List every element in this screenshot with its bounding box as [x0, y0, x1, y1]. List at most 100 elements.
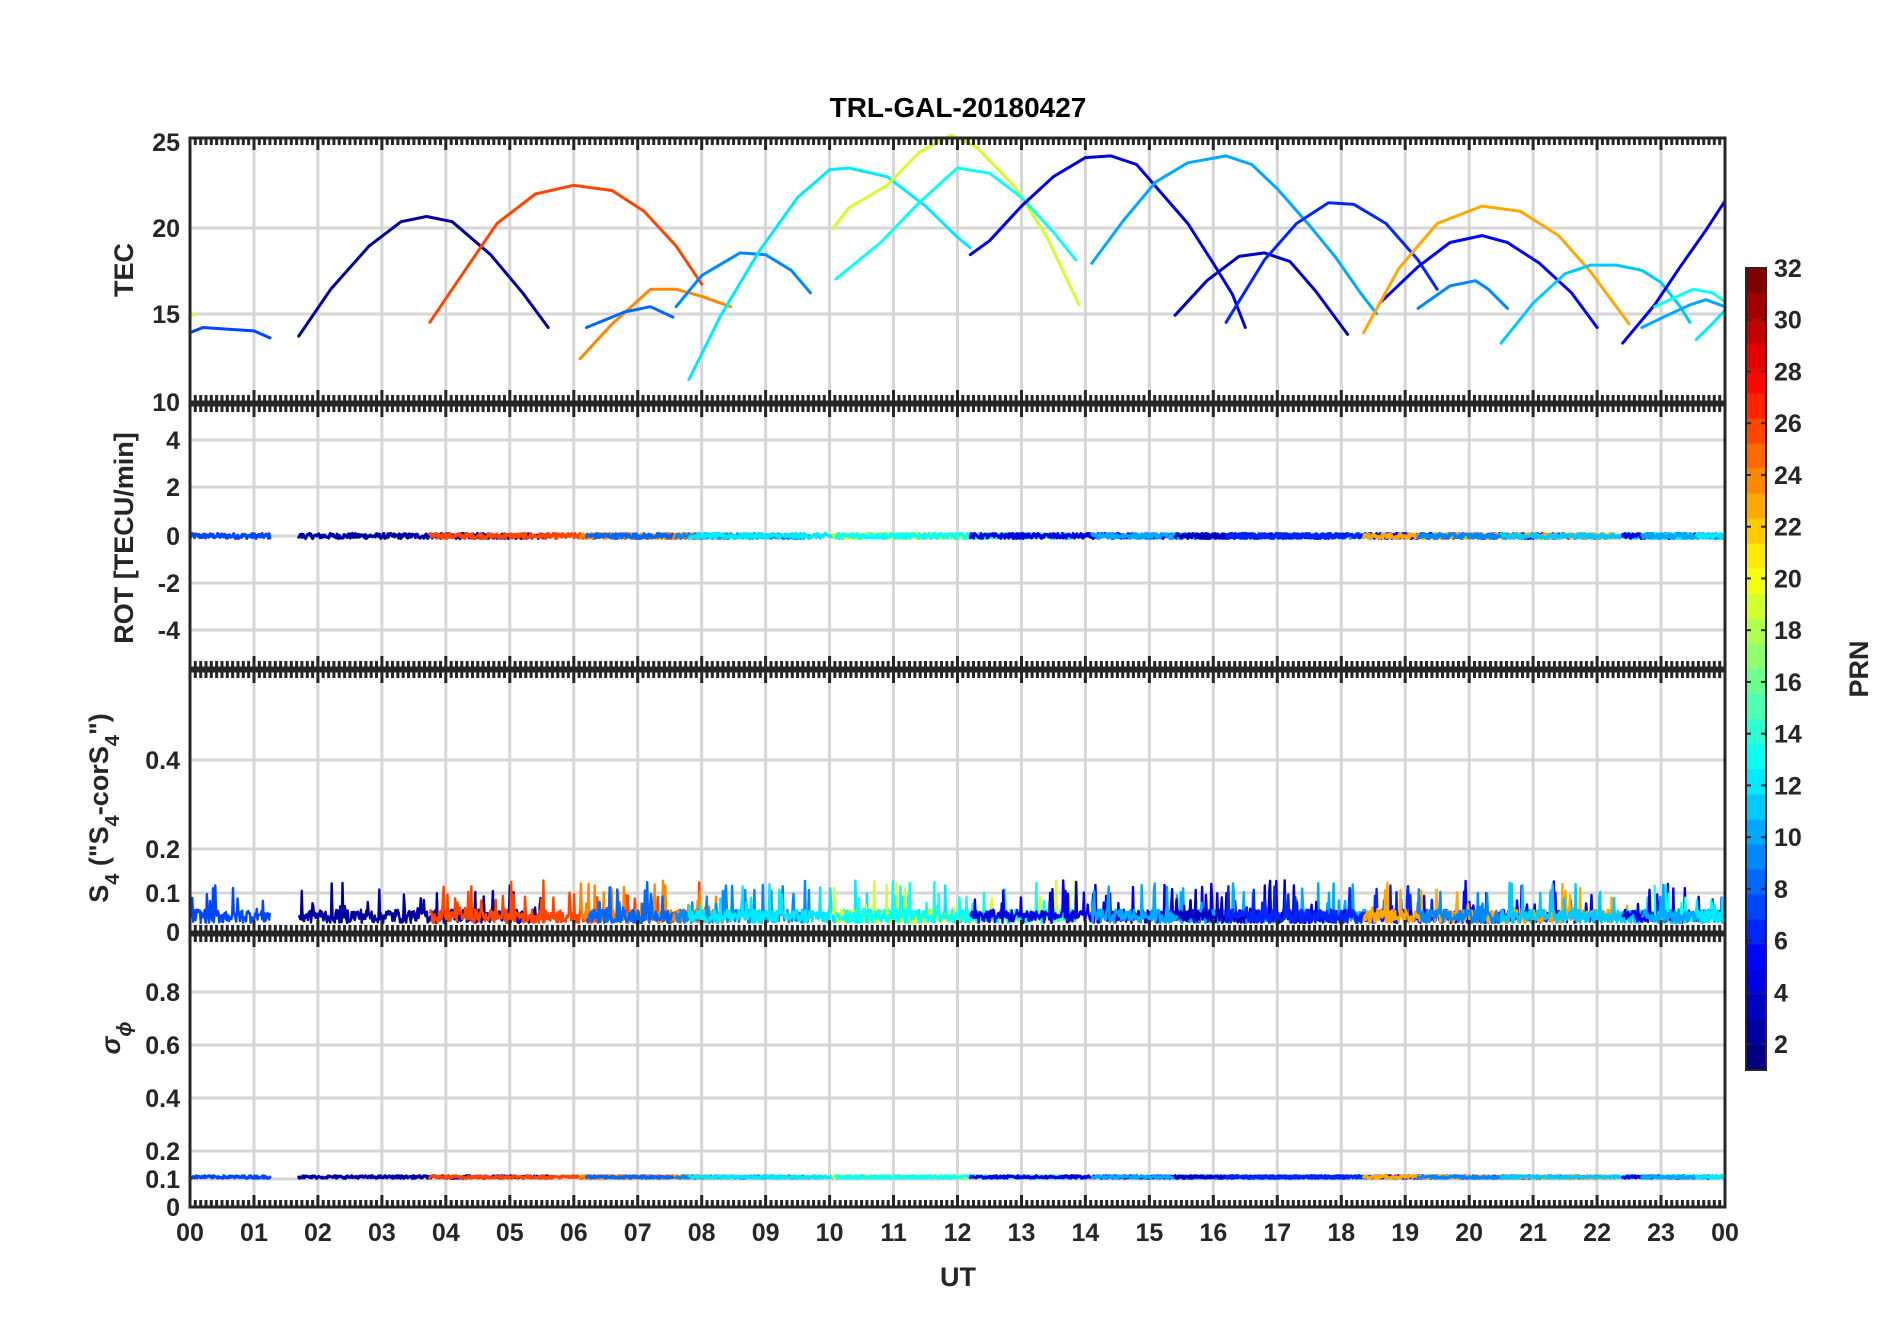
- colorbar-tick-label: 12: [1774, 772, 1802, 800]
- y-tick-label: -4: [158, 617, 180, 645]
- x-tick-label: 22: [1583, 1219, 1611, 1247]
- panel-sigma: 00.10.2 0.4 0.6 0.8 σϕ: [96, 933, 1727, 1222]
- y-tick-label: 0.2: [145, 1138, 180, 1166]
- panel-tec: 10 15 20 25 TEC: [109, 129, 1727, 417]
- series-line-prn-8: [585, 305, 675, 329]
- x-tick-label: 11: [880, 1219, 907, 1247]
- series-line-prn-9: [1416, 279, 1509, 310]
- series-s4-prn-9: [1416, 888, 1509, 925]
- series-s4-prn-12: [1695, 896, 1726, 925]
- colorbar-tick-label: 30: [1774, 307, 1802, 335]
- x-tick-label: 12: [944, 1219, 972, 1247]
- colorbar-frame: [1745, 267, 1767, 1071]
- y-tick-label: 0.4: [145, 747, 180, 775]
- series-line-prn-10: [1090, 154, 1378, 316]
- series-line-prn-13: [1653, 287, 1727, 309]
- x-tick-label: 01: [240, 1219, 268, 1247]
- x-tick-label: 07: [624, 1219, 652, 1247]
- colorbar-tick-label: 28: [1774, 358, 1802, 386]
- y-tick-label: 0: [166, 1194, 180, 1222]
- x-tick-label: 13: [1008, 1219, 1036, 1247]
- series-sigma-prn-12: [1694, 1174, 1727, 1180]
- colorbar-label: PRN: [1844, 640, 1874, 697]
- y-tick-label: 0.6: [145, 1032, 180, 1060]
- panel-rot: -4 -2 0 2 4 ROT [TECU/min]: [109, 403, 1727, 670]
- colorbar-gradient: [1746, 268, 1766, 1070]
- series-line-prn-26: [428, 183, 704, 324]
- x-tick-label: 17: [1263, 1219, 1291, 1247]
- colorbar-tick-label: 32: [1774, 255, 1802, 283]
- colorbar-tick-label: 26: [1774, 410, 1802, 438]
- panel-sigma-ticks: [188, 935, 1727, 1207]
- series-line-prn-24: [578, 287, 732, 361]
- panel-tec-ticks: [188, 138, 1727, 402]
- y-tick-label: 0.1: [145, 880, 180, 908]
- x-tick-label: 08: [688, 1219, 716, 1247]
- panel-s4-ticks: [188, 671, 1727, 932]
- x-tick-label: 15: [1135, 1219, 1163, 1247]
- series-line-prn-10: [1640, 298, 1727, 329]
- series-sigma-prn-7: [188, 1174, 272, 1180]
- series-s4-prn-10: [1090, 882, 1377, 925]
- x-tick-label: 18: [1327, 1219, 1355, 1247]
- panel-s4: 0 0.1 0.2 0.4 S4 ("S4-corS4"): [84, 669, 1727, 947]
- colorbar-tick-label: 10: [1774, 824, 1802, 852]
- x-tick-label: 20: [1455, 1219, 1483, 1247]
- series-sigma-prn-8: [585, 1174, 674, 1180]
- colorbar-tick-label: 18: [1774, 617, 1802, 645]
- y-axis-label-tec: TEC: [109, 243, 139, 297]
- series-line-prn-7: [188, 326, 272, 340]
- series-line-prn-19: [831, 133, 1081, 307]
- panel-rot-ticks: [188, 405, 1727, 668]
- x-tick-label: 05: [496, 1219, 524, 1247]
- colorbar-tick-label: 4: [1774, 979, 1788, 1007]
- y-axis-label-rot: ROT [TECU/min]: [109, 432, 139, 643]
- x-tick-label: 00: [176, 1219, 204, 1247]
- y-tick-label: 0.4: [145, 1085, 180, 1113]
- x-tick-label: 06: [560, 1219, 588, 1247]
- x-tick-label: 16: [1199, 1219, 1227, 1247]
- colorbar-tick-label: 16: [1774, 669, 1802, 697]
- series-line-prn-4: [1621, 199, 1727, 345]
- y-axis-label-sigma: σϕ: [96, 1021, 136, 1054]
- y-tick-label: -2: [158, 570, 180, 598]
- y-tick-label: 0: [166, 919, 180, 947]
- x-tick-label: 09: [752, 1219, 780, 1247]
- series-sigma-prn-9: [1416, 1174, 1509, 1180]
- series-rot-prn-9: [1416, 531, 1509, 541]
- x-tick-label: 03: [368, 1219, 396, 1247]
- y-tick-label: 10: [152, 389, 180, 417]
- colorbar-tick-label: 22: [1774, 514, 1802, 542]
- x-tick-label: 23: [1647, 1219, 1675, 1247]
- x-tick-label: 00: [1711, 1219, 1739, 1247]
- series-line-prn-9: [674, 251, 812, 309]
- x-axis-label: UT: [940, 1262, 976, 1292]
- y-tick-label: 0: [166, 523, 180, 551]
- series-line-prn-13: [834, 166, 1078, 281]
- series-line-prn-4: [968, 154, 1247, 329]
- series-line-prn-12: [687, 166, 972, 381]
- series-s4-prn-10: [1640, 883, 1726, 925]
- colorbar-tick-label: 20: [1774, 565, 1802, 593]
- x-tick-label: 10: [816, 1219, 844, 1247]
- series-line-prn-3: [1173, 251, 1350, 336]
- series-line-prn-5: [1378, 234, 1599, 329]
- series-rot-prn-7: [188, 531, 272, 541]
- x-tick-label: 04: [432, 1219, 460, 1247]
- y-tick-label: 20: [152, 215, 180, 243]
- y-tick-label: 0.8: [145, 979, 180, 1007]
- y-tick-label: 4: [166, 427, 180, 455]
- colorbar-tick-label: 24: [1774, 462, 1802, 490]
- y-axis-label-s4: S4 ("S4-corS4"): [84, 713, 124, 903]
- series-rot-prn-12: [1694, 532, 1727, 540]
- x-axis-ticks: 00 01 02 03 04 05 06 07 08 09 10 11 12 13 14 15 16 17 18 19…: [176, 1219, 1739, 1247]
- y-tick-label: 0.2: [145, 836, 180, 864]
- y-tick-label: 15: [152, 301, 180, 329]
- y-tick-label: 2: [166, 474, 180, 502]
- x-tick-label: 21: [1519, 1219, 1547, 1247]
- y-tick-label: 0.1: [145, 1166, 180, 1194]
- series-rot-prn-8: [585, 532, 674, 541]
- series-s4-prn-8: [585, 880, 674, 925]
